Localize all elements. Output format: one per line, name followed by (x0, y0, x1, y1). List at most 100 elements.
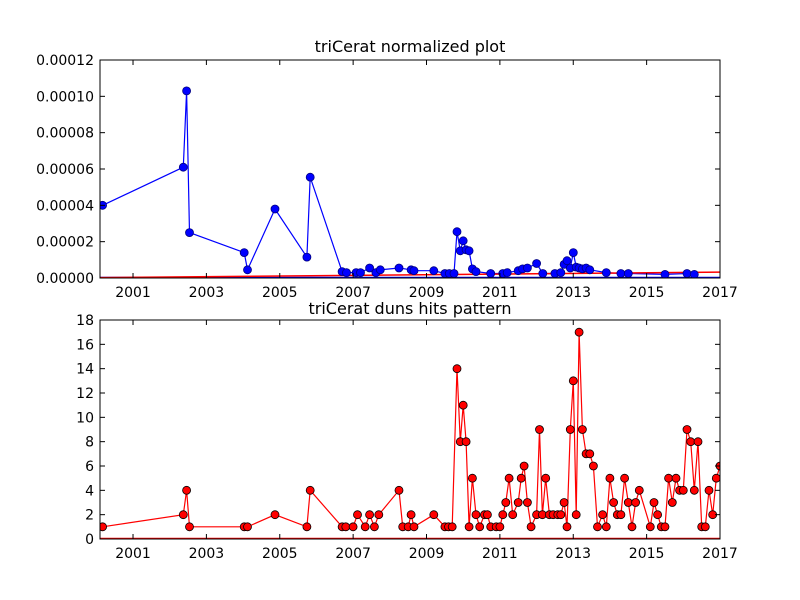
data-point (682, 425, 692, 434)
data-point (429, 266, 439, 276)
data-point (360, 522, 370, 532)
data-point (667, 498, 677, 507)
data-point (649, 498, 659, 507)
data-point (631, 498, 640, 507)
data-point (305, 172, 315, 182)
data-point (471, 267, 481, 277)
data-point (682, 269, 692, 278)
data-point (471, 510, 481, 520)
data-point (653, 510, 662, 520)
x-tick-label: 2003 (189, 546, 225, 562)
normalized-plot-axes: triCerat normalized plot 2001 2003 2005 200… (36, 37, 738, 301)
y-axis-ticks: 0.00000 0.00002 0.00004 0.00006 0.00008 0.000… (36, 53, 720, 287)
data-point (601, 522, 611, 532)
data-point (609, 498, 618, 507)
data-point (660, 270, 670, 278)
data-point (574, 327, 584, 337)
data-point (461, 437, 471, 447)
data-point (678, 485, 688, 495)
x-tick-label: 2009 (409, 285, 445, 301)
data-point (447, 522, 457, 532)
y-tick-label: 0.00002 (36, 235, 94, 251)
data-point (486, 269, 496, 278)
x-tick-label: 2005 (262, 285, 298, 301)
x-axis-ticks: 2001 2003 2005 2007 2009 2011 2013 2015 2017 (115, 320, 738, 562)
data-point (532, 259, 541, 268)
data-point (302, 252, 312, 262)
x-tick-label: 2009 (409, 546, 445, 562)
y-tick-label: 18 (76, 313, 94, 329)
y-tick-label: 6 (85, 459, 94, 475)
data-point (605, 473, 615, 483)
data-point (356, 268, 365, 278)
data-point (645, 522, 655, 532)
y-tick-label: 0.00006 (36, 162, 94, 178)
data-point (501, 498, 511, 507)
data-point (305, 485, 315, 495)
y-tick-label: 8 (85, 435, 94, 451)
y-tick-label: 0 (85, 532, 94, 548)
data-point (686, 437, 696, 447)
y-tick-label: 12 (76, 386, 94, 402)
data-point (270, 204, 280, 214)
data-point (243, 265, 252, 275)
chart-title: triCerat duns hits pattern (309, 299, 512, 318)
x-tick-label: 2017 (702, 285, 738, 301)
x-tick-label: 2011 (482, 285, 518, 301)
data-point (467, 473, 477, 483)
data-point (498, 510, 508, 520)
data-point (565, 425, 575, 434)
y-tick-label: 14 (76, 362, 94, 378)
data-point (409, 266, 419, 276)
data-point (302, 522, 312, 532)
data-point (519, 461, 529, 471)
data-point (429, 510, 439, 520)
data-point (568, 248, 578, 258)
data-point (365, 510, 375, 520)
data-point (482, 510, 492, 520)
y-tick-label: 0.00010 (36, 89, 94, 105)
data-point (711, 473, 720, 483)
y-tick-label: 0.00000 (36, 271, 94, 287)
data-point (671, 473, 681, 483)
data-point (568, 376, 578, 386)
data-point (523, 263, 532, 273)
data-point (513, 498, 523, 507)
data-point (623, 498, 633, 507)
x-tick-label: 2013 (555, 285, 591, 301)
data-point (598, 510, 607, 520)
data-point (243, 522, 252, 532)
data-point (178, 510, 188, 520)
plot-frame (99, 319, 721, 540)
x-tick-label: 2007 (335, 546, 371, 562)
data-point (562, 522, 572, 532)
data-point (556, 510, 566, 520)
data-point (693, 437, 703, 447)
data-point (394, 485, 404, 495)
y-tick-label: 4 (85, 483, 94, 499)
data-point (452, 364, 462, 374)
duns-hits-axes: triCerat duns hits pattern 2001 2003 2005 2… (76, 299, 738, 562)
data-point (585, 449, 595, 459)
data-point (559, 498, 569, 507)
data-point (562, 256, 572, 266)
chart-title: triCerat normalized plot (315, 37, 506, 56)
data-point (578, 425, 587, 434)
data-point (394, 263, 404, 273)
data-point (458, 400, 468, 410)
x-tick-label: 2003 (189, 285, 225, 301)
data-point (700, 522, 710, 532)
data-point (623, 269, 633, 278)
data-point (409, 522, 419, 532)
data-point (100, 522, 107, 532)
data-point (464, 522, 474, 532)
x-tick-label: 2005 (262, 546, 298, 562)
data-point (556, 268, 566, 278)
data-point (374, 510, 384, 520)
plot-area (100, 327, 720, 539)
x-tick-label: 2007 (335, 285, 371, 301)
x-tick-label: 2011 (482, 546, 518, 562)
data-point (342, 268, 351, 278)
data-point (182, 86, 192, 96)
